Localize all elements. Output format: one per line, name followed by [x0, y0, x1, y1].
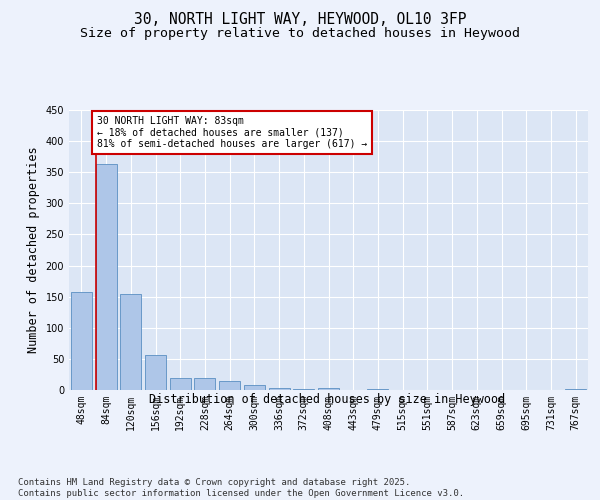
Bar	[244, 385, 265, 390]
Text: 30, NORTH LIGHT WAY, HEYWOOD, OL10 3FP: 30, NORTH LIGHT WAY, HEYWOOD, OL10 3FP	[134, 12, 466, 28]
Bar	[71, 292, 92, 390]
Text: Distribution of detached houses by size in Heywood: Distribution of detached houses by size …	[149, 392, 505, 406]
Bar	[269, 388, 290, 390]
Text: Size of property relative to detached houses in Heywood: Size of property relative to detached ho…	[80, 28, 520, 40]
Bar	[318, 388, 339, 390]
Bar	[170, 378, 191, 390]
Text: 30 NORTH LIGHT WAY: 83sqm
← 18% of detached houses are smaller (137)
81% of semi: 30 NORTH LIGHT WAY: 83sqm ← 18% of detac…	[97, 116, 367, 150]
Text: Contains HM Land Registry data © Crown copyright and database right 2025.
Contai: Contains HM Land Registry data © Crown c…	[18, 478, 464, 498]
Y-axis label: Number of detached properties: Number of detached properties	[27, 146, 40, 354]
Bar	[194, 378, 215, 390]
Bar	[120, 294, 141, 390]
Bar	[145, 354, 166, 390]
Bar	[219, 382, 240, 390]
Bar	[95, 164, 116, 390]
